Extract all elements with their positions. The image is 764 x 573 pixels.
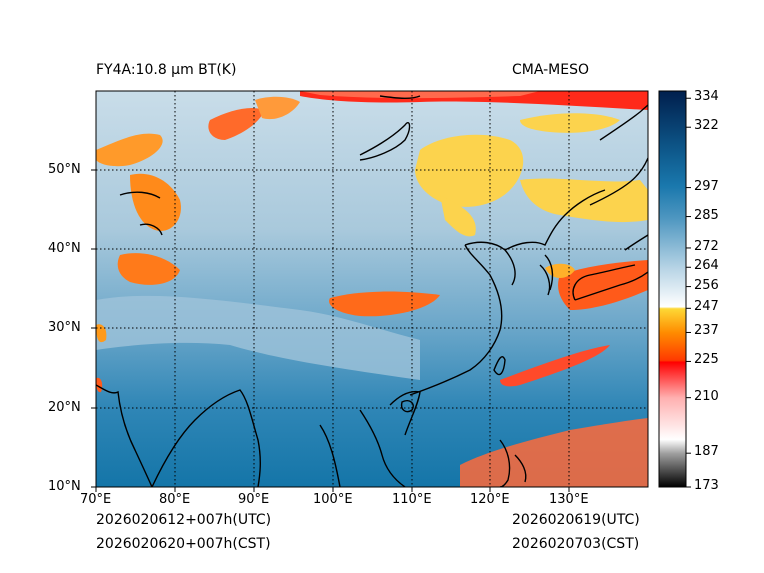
colorbar-tick-label: 264 [694,258,719,274]
colorbar-tick-label: 247 [694,299,719,315]
map-frame [95,90,649,488]
colorbar-tick-label: 334 [694,89,719,105]
title-left: FY4A:10.8 µm BT(K) [96,62,237,78]
colorbar-tick-label: 297 [694,178,719,194]
cloud-central [329,291,440,317]
plateau-region [96,295,420,380]
cloud-northeast [520,113,620,133]
lon-tick-label: 80°E [159,492,191,507]
title-right: CMA-MESO [512,62,590,78]
lon-tick-label: 130°E [549,492,589,507]
colorbar-tick-label: 173 [694,478,719,493]
cloud-mongolia [415,134,524,207]
colorbar-tick-label: 322 [694,118,719,134]
lat-tick-label: 10°N [48,479,81,494]
lat-tick-label: 50°N [48,162,81,177]
cloud-philippines [460,418,648,487]
lon-tick-label: 100°E [313,492,353,507]
footer-right-utc: 2026020619(UTC) [512,512,640,528]
colorbar-fill [658,90,687,488]
footer-left-cst: 2026020620+007h(CST) [96,536,271,552]
colorbar-tick-label: 285 [694,207,719,223]
colorbar-tick-label: 272 [694,238,719,254]
cloud-southeast [500,345,610,387]
cloud-west-north [96,133,163,167]
colorbar-tick-label: 237 [694,323,719,339]
colorbar-tick-label: 256 [694,277,719,293]
colorbar-tick-label: 225 [694,352,719,368]
colorbar-tick-label: 187 [694,444,719,460]
lat-tick-label: 40°N [48,241,81,256]
coastlines [96,95,648,487]
gridlines [96,91,648,487]
lon-tick-label: 90°E [238,492,270,507]
lon-tick-label: 120°E [470,492,510,507]
footer-left-utc: 2026020612+007h(UTC) [96,512,272,528]
lat-tick-label: 30°N [48,320,81,335]
lon-tick-label: 70°E [80,492,112,507]
lon-tick-label: 110°E [392,492,432,507]
lat-tick-label: 20°N [48,400,81,415]
footer-right-cst: 2026020703(CST) [512,536,640,552]
colorbar-tick-label: 210 [694,388,719,404]
